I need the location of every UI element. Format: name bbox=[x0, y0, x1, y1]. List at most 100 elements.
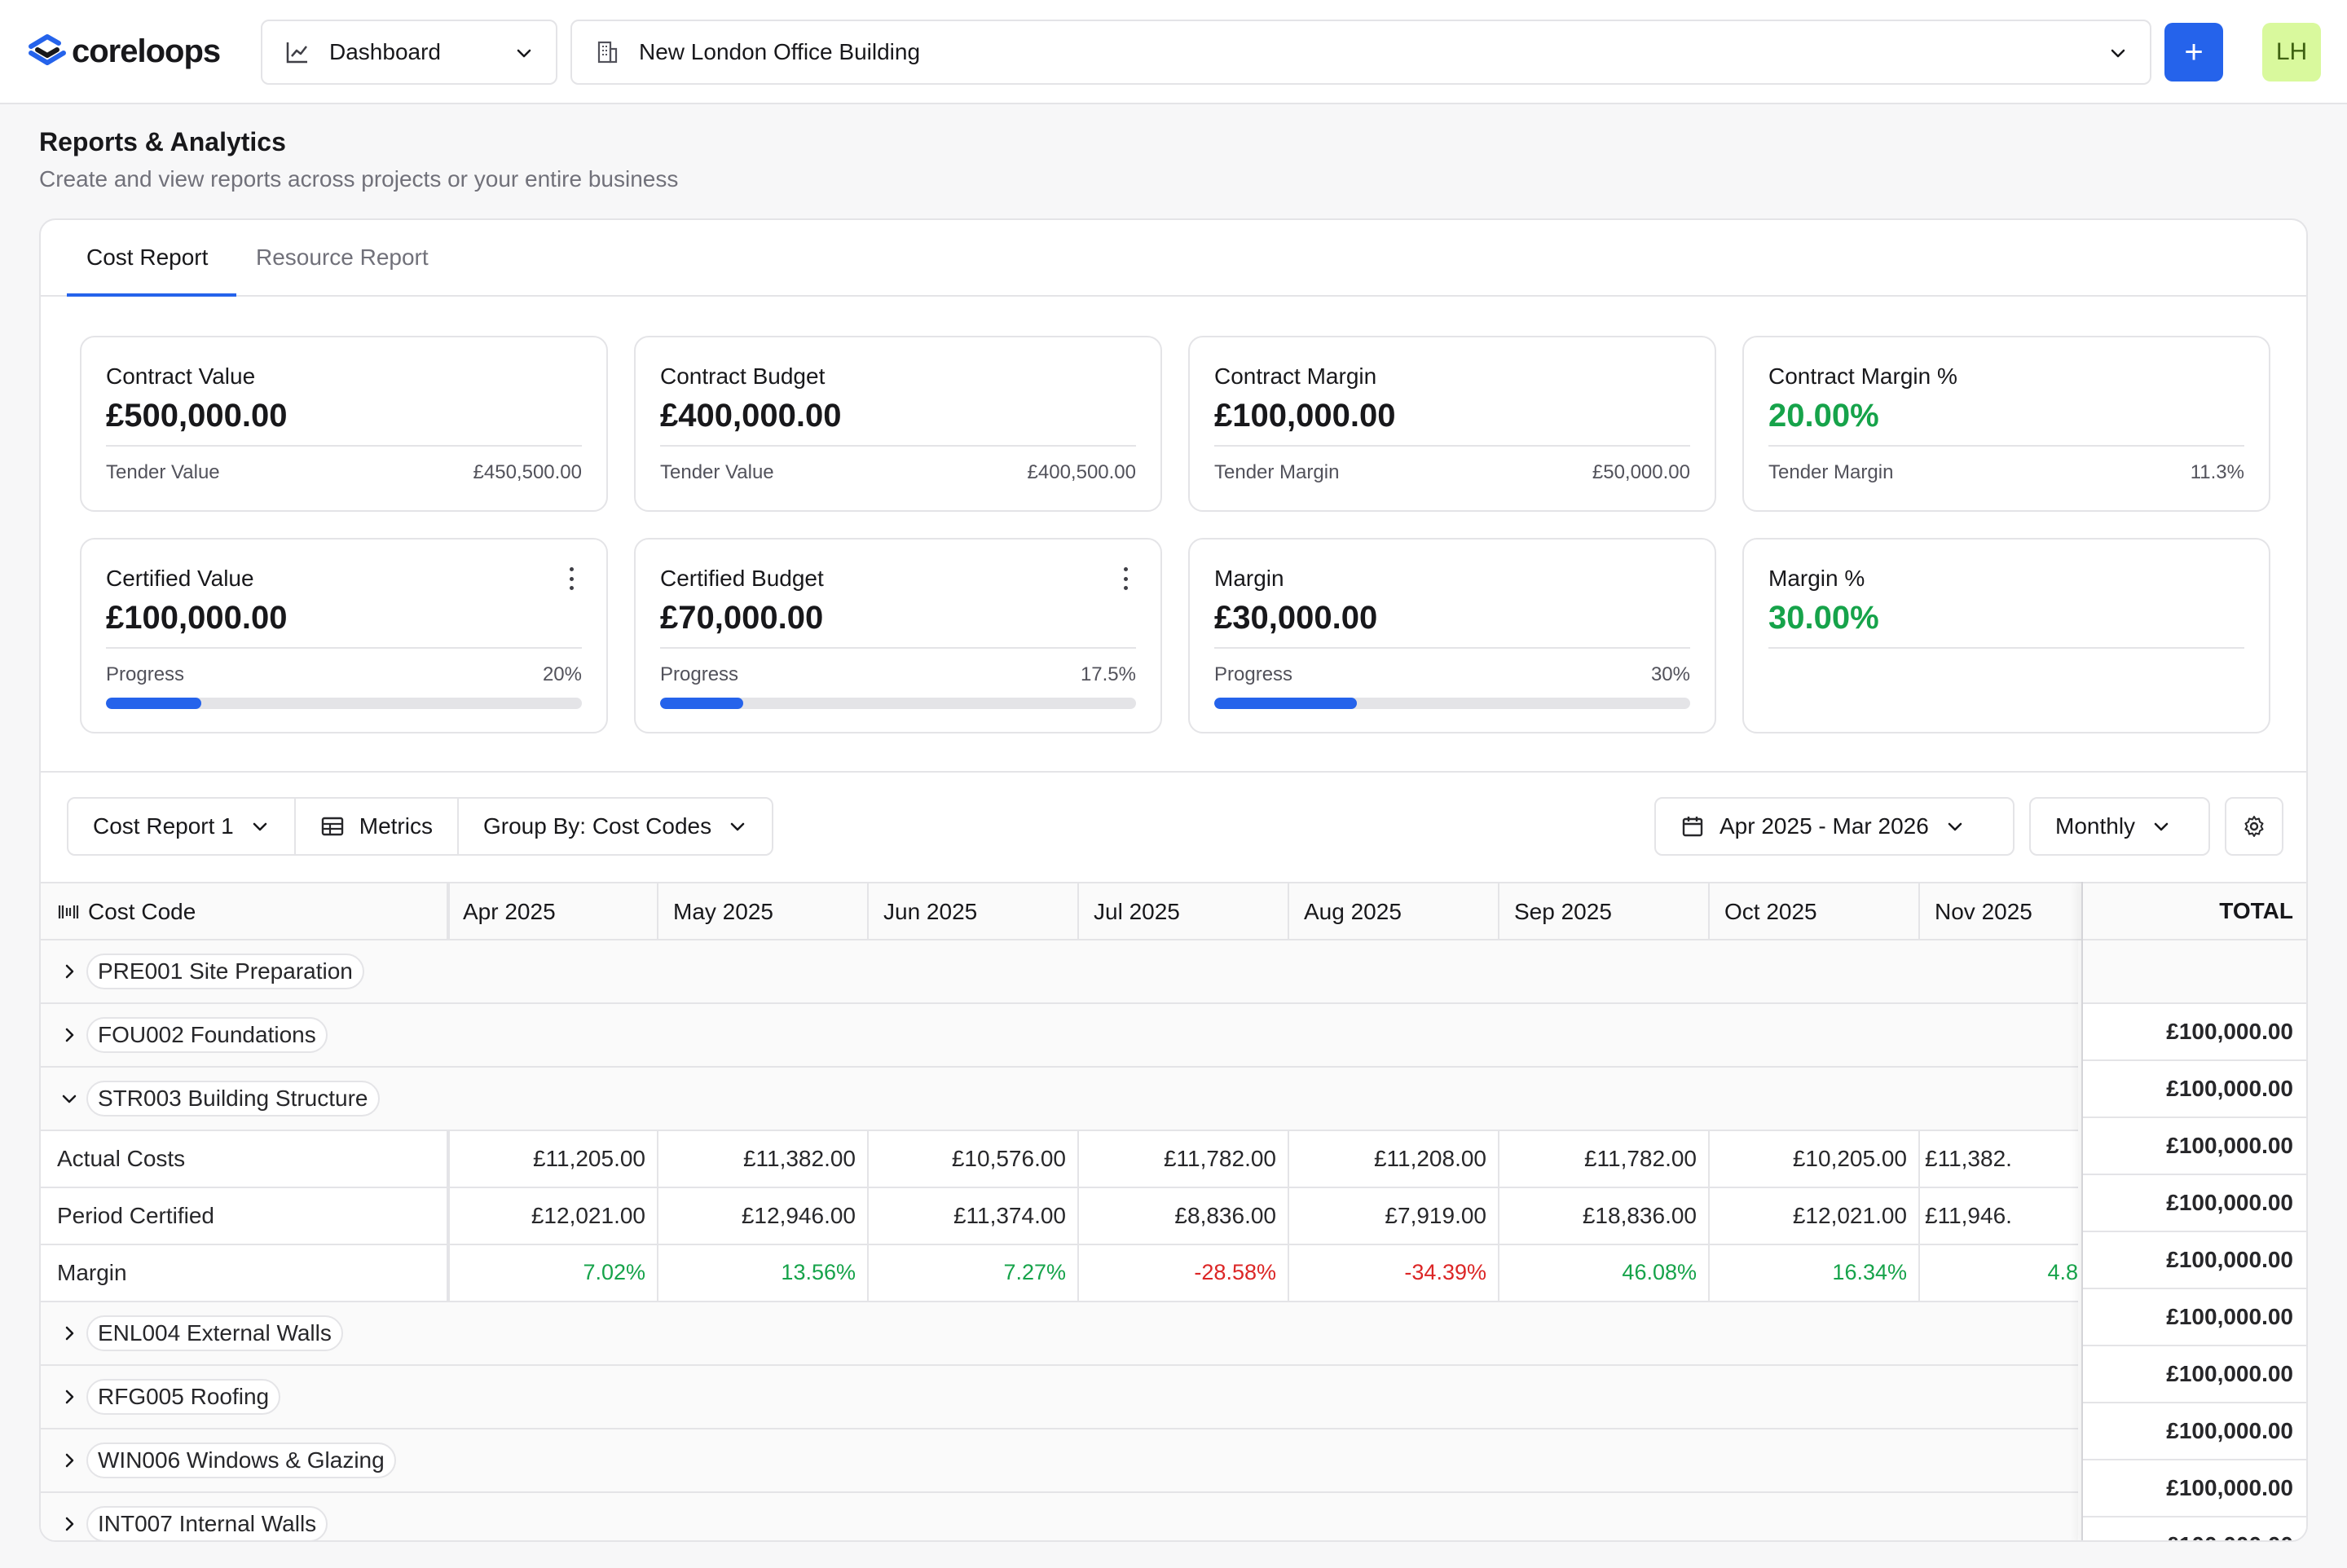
table-cell: £10,576.00 bbox=[951, 1146, 1066, 1171]
kpi-card-contract-budget: Contract Budget £400,000.00 Tender Value… bbox=[634, 336, 1162, 512]
kpi-divider bbox=[1768, 445, 2244, 447]
project-select[interactable]: New London Office Building bbox=[570, 20, 2151, 85]
table-group-row[interactable]: ENL004 External Walls bbox=[41, 1302, 2078, 1366]
kpi-card-margin: Margin £30,000.00 Progress 30% bbox=[1188, 538, 1716, 733]
kpi-sub-value: £400,500.00 bbox=[1027, 461, 1136, 483]
total-value: £100,000.00 bbox=[2166, 1076, 2293, 1101]
brand-name: coreloops bbox=[72, 33, 221, 69]
kpi-divider bbox=[1214, 445, 1690, 447]
coreloops-logo-icon bbox=[29, 34, 66, 65]
total-cell: £100,000.00 bbox=[2083, 1403, 2306, 1460]
kpi-label: Contract Margin % bbox=[1768, 363, 1957, 389]
tab-cost-report[interactable]: Cost Report bbox=[86, 244, 209, 270]
kpi-section: Contract Value £500,000.00 Tender Value … bbox=[41, 297, 2306, 773]
gear-icon bbox=[2244, 816, 2264, 837]
kpi-sub-value: 20% bbox=[542, 663, 582, 685]
table-cell: 7.27% bbox=[1003, 1260, 1066, 1284]
column-header-label: Cost Code bbox=[88, 899, 196, 924]
report-tabs: Cost Report Resource Report bbox=[41, 220, 2306, 297]
line-chart-icon bbox=[284, 38, 311, 66]
column-divider bbox=[867, 1245, 869, 1301]
add-button[interactable]: + bbox=[2164, 23, 2223, 81]
column-divider bbox=[447, 1131, 450, 1187]
column-divider bbox=[1288, 1245, 1289, 1301]
column-divider bbox=[1708, 1188, 1710, 1244]
kpi-sub-value: £50,000.00 bbox=[1592, 461, 1690, 483]
table-cell: 4.8 bbox=[2047, 1260, 2078, 1284]
kpi-sub-label: Tender Margin bbox=[1768, 461, 1894, 483]
table-group-row[interactable]: PRE001 Site Preparation bbox=[41, 940, 2078, 1004]
kpi-divider bbox=[660, 445, 1136, 447]
table-cell: £10,205.00 bbox=[1792, 1146, 1907, 1171]
brand-logo[interactable]: coreloops bbox=[26, 29, 221, 73]
total-cell: £100,000.00 bbox=[2083, 1004, 2306, 1061]
kpi-value: £500,000.00 bbox=[106, 398, 288, 434]
total-cell: £100,000.00 bbox=[2083, 1346, 2306, 1403]
calendar-icon bbox=[1682, 817, 1703, 837]
more-options-icon[interactable] bbox=[1121, 567, 1129, 590]
column-header-cost-code[interactable]: Cost Code bbox=[57, 883, 196, 940]
total-cell: £100,000.00 bbox=[2083, 1232, 2306, 1289]
kpi-card-contract-value: Contract Value £500,000.00 Tender Value … bbox=[80, 336, 608, 512]
table-group-row[interactable]: RFG005 Roofing bbox=[41, 1366, 2078, 1429]
kpi-divider bbox=[106, 647, 582, 649]
chevron-right-icon[interactable] bbox=[59, 1513, 80, 1535]
chevron-right-icon[interactable] bbox=[59, 1386, 80, 1407]
chevron-right-icon[interactable] bbox=[59, 1323, 80, 1344]
kpi-value: £100,000.00 bbox=[106, 600, 288, 636]
table-cell: £18,836.00 bbox=[1582, 1203, 1697, 1228]
plus-icon: + bbox=[2184, 33, 2204, 70]
column-divider bbox=[1498, 1245, 1499, 1301]
date-range-select[interactable]: Apr 2025 - Mar 2026 bbox=[1654, 797, 2015, 856]
chevron-down-icon bbox=[2111, 49, 2125, 58]
column-divider bbox=[1288, 1131, 1289, 1187]
report-select[interactable]: Cost Report 1 bbox=[68, 799, 296, 854]
kpi-card-contract-margin-pct: Contract Margin % 20.00% Tender Margin 1… bbox=[1742, 336, 2270, 512]
column-divider bbox=[1077, 1245, 1079, 1301]
table-cell: £11,374.00 bbox=[953, 1203, 1066, 1228]
table-group-row[interactable]: INT007 Internal Walls bbox=[41, 1493, 2078, 1540]
column-divider bbox=[1708, 883, 1710, 940]
total-cell: £100,000.00 bbox=[2083, 1289, 2306, 1346]
kpi-sub-label: Tender Value bbox=[660, 461, 774, 483]
kpi-label: Margin % bbox=[1768, 566, 1865, 591]
column-divider bbox=[1918, 883, 1920, 940]
table-cell: £11,946. bbox=[1925, 1203, 2012, 1228]
table-cell: £11,782.00 bbox=[1583, 1146, 1697, 1171]
table-group-row[interactable]: FOU002 Foundations bbox=[41, 1004, 2078, 1068]
view-select[interactable]: Dashboard bbox=[261, 20, 557, 85]
column-divider bbox=[1918, 1131, 1920, 1187]
period-select[interactable]: Monthly bbox=[2029, 797, 2210, 856]
chevron-down-icon bbox=[2154, 822, 2169, 831]
column-divider bbox=[657, 883, 658, 940]
chevron-right-icon[interactable] bbox=[59, 1024, 80, 1046]
table-group-row[interactable]: STR003 Building Structure bbox=[41, 1068, 2078, 1131]
total-value: £100,000.00 bbox=[2166, 1475, 2293, 1500]
chevron-right-icon[interactable] bbox=[59, 961, 80, 982]
total-cell: £100,000.00 bbox=[2083, 1061, 2306, 1118]
kpi-label: Contract Margin bbox=[1214, 363, 1377, 389]
table-group-row[interactable]: WIN006 Windows & Glazing bbox=[41, 1429, 2078, 1493]
table-row: Actual Costs £11,205.00 £11,382.00 £10,5… bbox=[41, 1131, 2078, 1188]
tab-resource-report[interactable]: Resource Report bbox=[256, 244, 429, 270]
column-divider bbox=[1077, 883, 1079, 940]
report-card: Cost Report Resource Report Contract Val… bbox=[39, 218, 2308, 1542]
avatar-initials: LH bbox=[2275, 38, 2308, 65]
more-options-icon[interactable] bbox=[567, 567, 575, 590]
metrics-button[interactable]: Metrics bbox=[296, 799, 459, 854]
building-icon bbox=[593, 38, 621, 66]
kpi-sub-label: Progress bbox=[1214, 663, 1293, 685]
group-by-select[interactable]: Group By: Cost Codes bbox=[459, 799, 772, 854]
kpi-sub-label: Progress bbox=[106, 663, 185, 685]
table-row: Period Certified £12,021.00 £12,946.00 £… bbox=[41, 1188, 2078, 1245]
user-avatar[interactable]: LH bbox=[2262, 23, 2321, 81]
report-select-label: Cost Report 1 bbox=[93, 813, 234, 839]
settings-button[interactable] bbox=[2225, 797, 2283, 856]
project-select-label: New London Office Building bbox=[639, 39, 921, 64]
cost-code-pill: INT007 Internal Walls bbox=[86, 1506, 328, 1540]
column-divider bbox=[447, 883, 450, 940]
chevron-down-icon[interactable] bbox=[59, 1088, 80, 1109]
total-value: £100,000.00 bbox=[2166, 1304, 2293, 1329]
chevron-right-icon[interactable] bbox=[59, 1450, 80, 1471]
table-cell: £8,836.00 bbox=[1174, 1203, 1276, 1228]
